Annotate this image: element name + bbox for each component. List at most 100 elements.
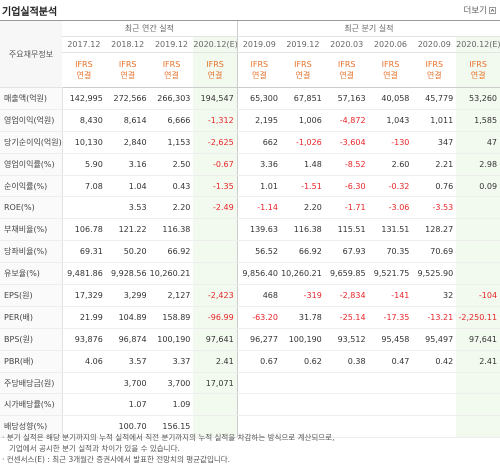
data-cell: 2.20: [149, 196, 194, 220]
data-cell: 194,547: [193, 87, 238, 110]
more-label[interactable]: 더보기: [463, 6, 487, 16]
data-row: 매출액(억원) 142,995 272,566 266,303 194,547 65,30…: [0, 87, 500, 110]
data-cell: [456, 218, 500, 242]
data-cell: 128.27: [412, 218, 457, 242]
data-cell: 69.31: [62, 240, 106, 264]
data-cell: -1.35: [193, 175, 238, 198]
header: 기업실적분석 더보기: [0, 0, 500, 20]
data-cell: [62, 372, 106, 395]
data-cell: 9,525.90: [412, 262, 457, 286]
data-cell: [62, 393, 106, 417]
section-title: 기업실적분석: [2, 7, 58, 18]
row-label: 당좌비율(%): [0, 240, 63, 264]
period-header: 2020.03: [324, 36, 369, 53]
data-cell: 9,659.85: [324, 262, 369, 286]
data-cell: -1.14: [236, 196, 281, 220]
data-cell: -17.35: [368, 306, 413, 329]
data-cell: -130: [368, 131, 413, 154]
data-cell: 1,006: [280, 109, 325, 132]
data-cell: 121.22: [105, 218, 150, 242]
data-cell: 10,130: [62, 131, 106, 154]
basis-header: IFRS 연결: [236, 52, 281, 88]
data-cell: 95,458: [368, 328, 413, 351]
data-cell: -2,834: [324, 284, 369, 307]
data-cell: 158.89: [149, 306, 194, 329]
data-cell: [193, 393, 238, 417]
data-cell: 468: [236, 284, 281, 307]
basis-header: IFRS 연결: [324, 52, 369, 88]
basis-text: 연결: [339, 71, 355, 80]
data-cell: -8.52: [324, 153, 369, 176]
note-line: 분기 실적은 해당 분기까지의 누적 실적에서 직전 분기까지의 누적 실적을 …: [2, 432, 498, 443]
more-icon[interactable]: [489, 6, 496, 14]
basis-header: IFRS 연결: [368, 52, 413, 88]
data-cell: 142,995: [62, 87, 106, 110]
row-label: 매출액(억원): [0, 87, 63, 110]
period-header: 2019.12: [280, 36, 325, 53]
data-cell: 66.92: [280, 240, 325, 264]
data-cell: 96,277: [236, 328, 281, 351]
data-cell: 53,260: [456, 87, 500, 110]
data-cell: -3.06: [368, 196, 413, 220]
data-cell: [456, 372, 500, 395]
data-cell: -0.67: [193, 153, 238, 176]
data-cell: [324, 372, 369, 395]
period-header: 2020.06: [368, 36, 413, 53]
data-row: 부채비율(%) 106.78 121.22 116.38 139.63 116.38 115…: [0, 218, 500, 242]
group-header: 최근 분기 실적: [236, 20, 500, 37]
data-cell: 272,566: [105, 87, 150, 110]
row-label: 영업이익(억원): [0, 109, 63, 132]
data-cell: 3.16: [105, 153, 150, 176]
data-cell: [412, 372, 457, 395]
row-label: 영업이익률(%): [0, 153, 63, 176]
basis-header: IFRS 연결: [149, 52, 194, 88]
group-row: 주요재무정보 최근 연간 실적 최근 분기 실적: [0, 20, 500, 88]
row-label: PER(배): [0, 306, 63, 329]
period-header: 2019.09: [236, 36, 281, 53]
data-cell: [456, 393, 500, 417]
data-cell: 1,043: [368, 109, 413, 132]
data-cell: -2,625: [193, 131, 238, 154]
data-cell: 96,874: [105, 328, 150, 351]
row-label: 시가배당률(%): [0, 393, 63, 417]
data-row: PER(배) 21.99 104.89 158.89 -96.99 -63.20 31.78…: [0, 306, 500, 329]
data-row: 순이익률(%) 7.08 1.04 0.43 -1.35 1.01 -1.51 -6.30 -0…: [0, 175, 500, 198]
data-cell: 3,299: [105, 284, 150, 307]
data-cell: 9,481.86: [62, 262, 106, 286]
row-label: 당기순이익(억원): [0, 131, 63, 154]
data-cell: 50.20: [105, 240, 150, 264]
data-cell: 100,190: [149, 328, 194, 351]
row-label: ROE(%): [0, 196, 63, 220]
basis-text: 연결: [470, 71, 486, 80]
data-cell: 93,512: [324, 328, 369, 351]
basis-header: IFRS 연결: [62, 52, 106, 88]
data-cell: 10,260.21: [149, 262, 194, 286]
more-link[interactable]: 더보기: [464, 4, 496, 16]
data-cell: [456, 196, 500, 220]
corner-header: 주요재무정보: [0, 20, 62, 88]
data-cell: [62, 196, 106, 220]
data-cell: 66.92: [149, 240, 194, 264]
financial-table: 주요재무정보 최근 연간 실적 최근 분기 실적 2017.12 2018.12 201…: [0, 20, 500, 439]
data-cell: 67.93: [324, 240, 369, 264]
data-cell: [193, 218, 238, 242]
basis-text: 연결: [295, 71, 311, 80]
data-cell: 6,666: [149, 109, 194, 132]
data-cell: -1,312: [193, 109, 238, 132]
basis-text: 연결: [251, 71, 267, 80]
data-cell: 3.36: [236, 153, 281, 176]
data-cell: 2,195: [236, 109, 281, 132]
data-cell: 70.69: [412, 240, 457, 264]
data-cell: -0.32: [368, 175, 413, 198]
data-cell: [368, 372, 413, 395]
data-cell: 2.98: [456, 153, 500, 176]
data-row: 영업이익(억원) 8,430 8,614 6,666 -1,312 2,195 1,006-…: [0, 109, 500, 132]
data-row: EPS(원) 17,329 3,299 2,127 -2,423 468 -319 -2,83…: [0, 284, 500, 307]
data-cell: 1.01: [236, 175, 281, 198]
data-row: PBR(배) 4.06 3.57 3.37 2.41 0.67 0.62 0.38 0.47 0.…: [0, 350, 500, 373]
basis-text: 연결: [120, 71, 136, 80]
basis-text: IFRS: [381, 60, 400, 69]
data-cell: 0.38: [324, 350, 369, 373]
data-cell: 104.89: [105, 306, 150, 329]
